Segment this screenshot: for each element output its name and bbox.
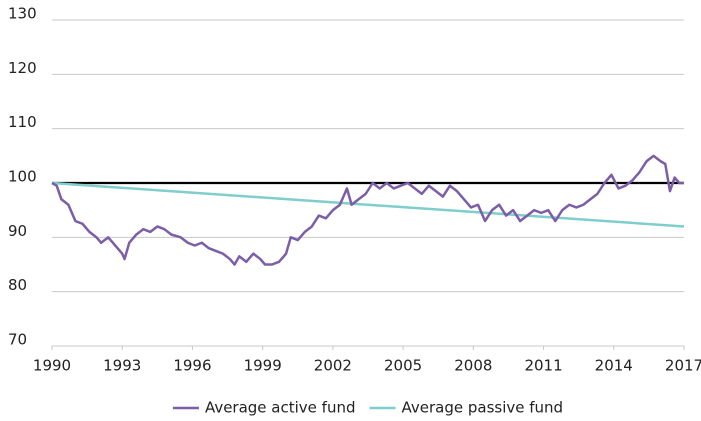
x-tick-label: 2008 — [454, 357, 492, 375]
x-tick-label: 2017 — [665, 357, 701, 375]
y-tick-label: 110 — [8, 113, 37, 131]
y-tick-label: 130 — [8, 5, 37, 23]
legend-label: Average active fund — [205, 399, 356, 417]
y-tick-label: 70 — [8, 331, 27, 349]
x-tick-label: 2005 — [384, 357, 422, 375]
x-tick-label: 2011 — [524, 357, 562, 375]
x-tick-label: 1990 — [33, 357, 71, 375]
x-tick-label: 2002 — [314, 357, 352, 375]
x-tick-label: 1999 — [244, 357, 282, 375]
x-tick-label: 2014 — [595, 357, 633, 375]
x-tick-label: 1993 — [103, 357, 141, 375]
x-tick-label: 1996 — [173, 357, 211, 375]
y-tick-label: 120 — [8, 59, 37, 77]
series-line — [51, 181, 685, 228]
y-tick-label: 90 — [8, 222, 27, 240]
y-tick-label: 100 — [8, 168, 37, 186]
y-tick-label: 80 — [8, 276, 27, 294]
series-line — [51, 154, 684, 266]
legend-label: Average passive fund — [401, 399, 563, 417]
